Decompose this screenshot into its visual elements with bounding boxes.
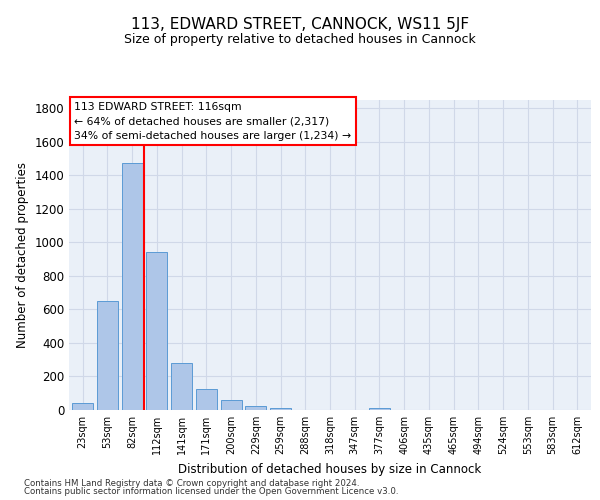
Text: 113 EDWARD STREET: 116sqm
← 64% of detached houses are smaller (2,317)
34% of se: 113 EDWARD STREET: 116sqm ← 64% of detac… <box>74 102 352 141</box>
Bar <box>122 163 143 410</box>
Text: Contains HM Land Registry data © Crown copyright and database right 2024.: Contains HM Land Registry data © Crown c… <box>24 478 359 488</box>
Bar <box>196 389 217 410</box>
Bar <box>245 406 266 410</box>
Bar <box>146 252 167 410</box>
Bar <box>270 408 291 410</box>
Bar <box>221 400 242 410</box>
Bar <box>369 408 390 410</box>
Text: Size of property relative to detached houses in Cannock: Size of property relative to detached ho… <box>124 32 476 46</box>
Y-axis label: Number of detached properties: Number of detached properties <box>16 162 29 348</box>
Bar <box>97 302 118 410</box>
Text: 113, EDWARD STREET, CANNOCK, WS11 5JF: 113, EDWARD STREET, CANNOCK, WS11 5JF <box>131 18 469 32</box>
Bar <box>72 404 93 410</box>
Text: Contains public sector information licensed under the Open Government Licence v3: Contains public sector information licen… <box>24 487 398 496</box>
X-axis label: Distribution of detached houses by size in Cannock: Distribution of detached houses by size … <box>178 462 482 475</box>
Bar <box>171 363 192 410</box>
